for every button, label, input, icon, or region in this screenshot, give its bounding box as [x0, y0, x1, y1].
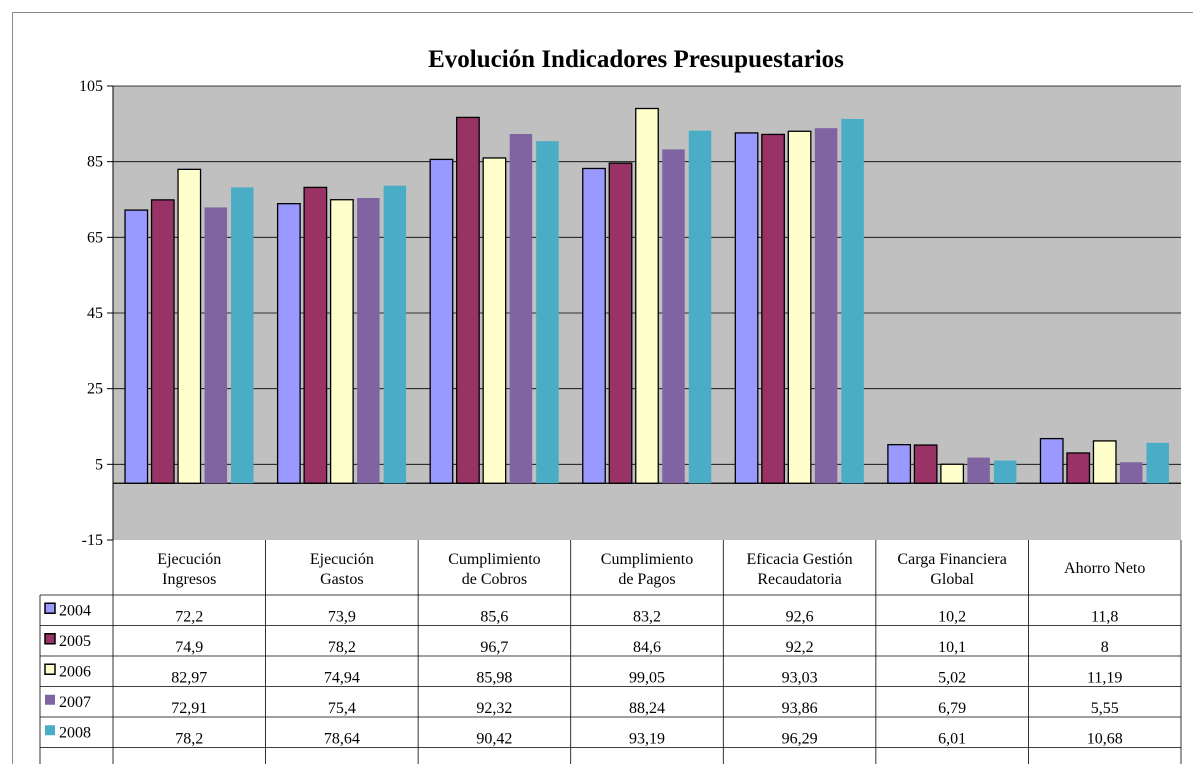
table-cell: 5,02 [938, 669, 966, 686]
bar-2007 [357, 197, 380, 484]
table-cell: 10,68 [1087, 730, 1123, 747]
table-cell: 8 [1101, 639, 1109, 656]
legend-key-2005 [44, 633, 56, 645]
table-cell: 75,4 [328, 700, 356, 717]
table-cell: 78,64 [324, 730, 360, 747]
category-label: Eficacia Gestión Recaudatoria [746, 551, 852, 588]
legend-key-2006 [44, 663, 56, 675]
table-cell: 78,2 [328, 639, 356, 656]
table-cell: 78,2 [175, 730, 203, 747]
table-cell: 6,01 [938, 730, 966, 747]
table-cell: 84,6 [633, 639, 661, 656]
table-cell: 92,6 [786, 608, 814, 625]
table-cell: 72,2 [175, 608, 203, 625]
table-cell: 92,32 [476, 700, 512, 717]
table-cell: 83,2 [633, 608, 661, 625]
bar-2004 [429, 158, 454, 484]
bar-2008 [993, 460, 1017, 484]
bar-2005 [150, 199, 175, 484]
legend-key-2004 [44, 602, 56, 614]
category-label: Carga Financiera Global [897, 551, 1006, 588]
bar-2004 [582, 167, 606, 484]
y-tick-label: 65 [87, 229, 103, 246]
bar-2004 [887, 444, 912, 484]
bar-2005 [913, 444, 938, 484]
bar-2008 [231, 187, 254, 484]
y-tick-label: 105 [79, 78, 103, 95]
table-cell: 6,79 [938, 700, 966, 717]
y-tick-label: 85 [87, 154, 103, 171]
bar-2005 [456, 116, 480, 484]
table-cell: 96,7 [480, 639, 508, 656]
bar-2005 [1066, 452, 1091, 484]
bar-2006 [1092, 440, 1117, 484]
legend-label: 2005 [59, 633, 91, 650]
category-label: Cumplimiento de Cobros [448, 551, 540, 588]
category-label: Ejecución Gastos [310, 551, 374, 588]
table-cell: 93,03 [782, 669, 818, 686]
bar-2008 [1146, 442, 1169, 484]
bar-2005 [303, 186, 328, 484]
table-cell: 73,9 [328, 608, 356, 625]
table-cell: 96,29 [782, 730, 818, 747]
bar-2006 [482, 157, 507, 484]
chart-title: Evolución Indicadores Presupuestarios [428, 46, 844, 73]
bar-2004 [124, 209, 149, 484]
legend-key-2008 [45, 725, 55, 736]
table-cell: 11,8 [1091, 608, 1118, 625]
table-cell: 92,2 [786, 639, 814, 656]
bar-2007 [814, 128, 838, 484]
bar-2005 [608, 162, 633, 484]
bar-2004 [1039, 437, 1064, 484]
chart-frame [12, 12, 1193, 764]
bar-2007 [662, 149, 685, 484]
table-cell: 93,19 [629, 730, 665, 747]
legend-key-2007 [45, 694, 55, 705]
data-table: Ejecución Ingresos Ejecución Gastos Cumplimi… [39, 540, 1182, 764]
table-cell: 74,9 [175, 639, 203, 656]
category-label: Cumplimiento de Pagos [601, 551, 693, 588]
table-cell: 93,86 [782, 700, 818, 717]
y-tick-label: 5 [95, 456, 103, 473]
legend-label: 2007 [59, 694, 91, 711]
table-cell: 88,24 [629, 700, 665, 717]
table-cell: 72,91 [171, 700, 207, 717]
legend-label: 2008 [59, 724, 91, 741]
y-tick-label: -15 [82, 532, 103, 549]
bar-2006 [329, 199, 354, 484]
legend-label: 2004 [59, 602, 91, 619]
bar-2007 [204, 207, 228, 484]
legend-label: 2006 [59, 663, 91, 680]
table-cell: 10,2 [938, 608, 966, 625]
bar-2007 [1119, 462, 1143, 484]
table-cell: 99,05 [629, 669, 665, 686]
category-label: Ejecución Ingresos [157, 551, 221, 588]
y-tick-label: 45 [87, 305, 103, 322]
bar-2004 [734, 132, 759, 484]
category-label: Ahorro Neto [1064, 560, 1145, 577]
bar-2005 [761, 133, 785, 484]
table-cell: 74,94 [324, 669, 360, 686]
table-cell: 85,98 [476, 669, 512, 686]
bar-2004 [276, 203, 301, 484]
bar-2008 [383, 185, 407, 484]
bar-2006 [635, 107, 659, 484]
plot-area: -15 5 25 45 65 85 105 [79, 78, 1181, 549]
bar-2007 [967, 457, 990, 484]
bar-2006 [940, 463, 965, 484]
bar-2008 [536, 141, 559, 484]
bar-2008 [841, 118, 864, 484]
table-cell: 90,42 [476, 730, 512, 747]
bar-2006 [787, 130, 812, 484]
bar-2007 [509, 133, 533, 484]
table-cell: 85,6 [480, 608, 508, 625]
bar-2008 [688, 130, 712, 484]
bar-2006 [177, 168, 202, 484]
table-cell: 82,97 [171, 669, 207, 686]
table-cell: 5,55 [1091, 700, 1119, 717]
table-cell: 10,1 [938, 639, 966, 656]
table-cell: 11,19 [1087, 669, 1122, 686]
y-tick-label: 25 [87, 381, 103, 398]
